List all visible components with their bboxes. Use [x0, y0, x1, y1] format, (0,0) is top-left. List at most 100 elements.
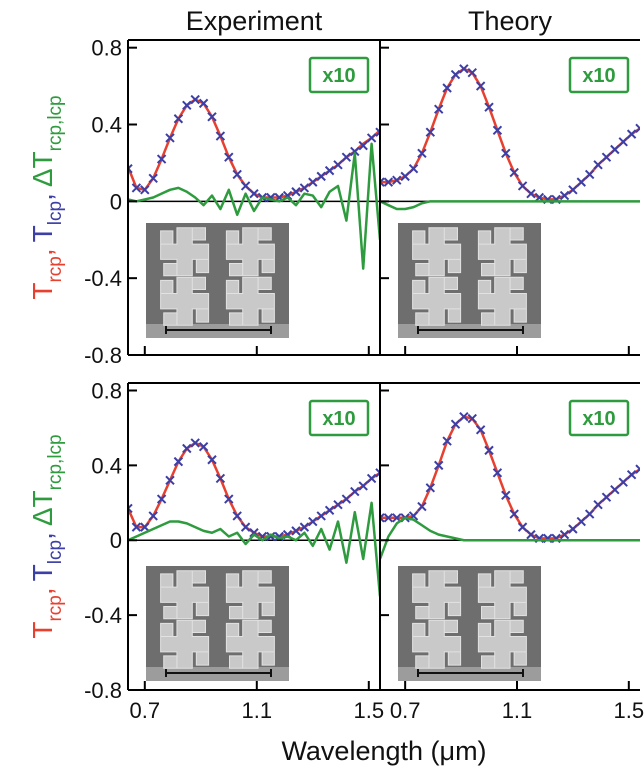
y-label-symbol: ΔT — [27, 151, 58, 187]
x-tick-label: 0.7 — [130, 698, 161, 723]
inset-shape — [413, 620, 461, 668]
plot-area — [124, 439, 384, 681]
inset-shape — [161, 277, 209, 325]
cross-marker — [342, 495, 350, 503]
cross-marker — [334, 501, 342, 509]
cross-marker — [628, 471, 636, 479]
cross-marker — [569, 186, 577, 194]
cross-marker — [317, 172, 325, 180]
y-tick-label: 0.8 — [91, 36, 122, 61]
inset-shape — [226, 620, 274, 668]
cross-marker — [309, 518, 317, 526]
cross-marker — [183, 101, 191, 109]
inset-shape — [478, 571, 526, 619]
column-title: Theory — [468, 6, 553, 36]
cross-marker — [368, 474, 376, 482]
column-title: Experiment — [186, 6, 323, 36]
annotation: x10 — [322, 65, 355, 87]
plot-area — [124, 96, 384, 338]
inset-shape — [413, 571, 461, 619]
y-label-subscript: rcp,lcp — [45, 434, 66, 490]
inset-shape — [226, 571, 274, 619]
y-label-separator: , — [27, 587, 58, 595]
cross-marker — [342, 153, 350, 161]
inset-shape — [413, 228, 461, 276]
inset-image — [146, 223, 289, 338]
x-tick-label: 0.7 — [390, 698, 421, 723]
inset-shape — [226, 277, 274, 325]
y-label-separator: , — [27, 532, 58, 540]
y-label-subscript: rcp — [45, 256, 66, 282]
cross-marker — [317, 512, 325, 520]
plot-area — [376, 65, 644, 338]
y-label-symbol: T — [27, 283, 58, 300]
y-axis-label: Trcp, Tlcp, ΔTrcp,lcp — [27, 434, 66, 638]
cross-marker — [309, 178, 317, 186]
cross-marker — [326, 167, 334, 175]
cross-marker — [326, 506, 334, 514]
y-tick-label: 0.4 — [91, 113, 122, 138]
annotation: x10 — [582, 408, 615, 430]
y-tick-label: 0 — [110, 528, 122, 553]
cross-marker — [619, 478, 627, 486]
cross-marker — [183, 445, 191, 453]
y-label-separator: , — [27, 248, 58, 256]
y-tick-label: 0.4 — [91, 453, 122, 478]
y-tick-label: 0.8 — [91, 378, 122, 403]
y-label-subscript: lcp — [45, 201, 66, 225]
cross-marker — [359, 482, 367, 490]
x-axis-label: Wavelength (μm) — [281, 736, 486, 766]
cross-marker — [569, 525, 577, 533]
cross-marker — [451, 71, 459, 79]
y-label-symbol: T — [27, 564, 58, 581]
cross-marker — [636, 465, 644, 473]
plot-area — [376, 413, 644, 681]
cross-marker — [351, 488, 359, 496]
cross-marker — [586, 510, 594, 518]
series-line — [380, 518, 640, 559]
y-axis-label: Trcp,Tlcp,ΔTrcp,lcp — [27, 95, 66, 299]
annotation: x10 — [322, 408, 355, 430]
inset-image — [398, 566, 541, 681]
x-tick-label: 1.1 — [242, 698, 273, 723]
cross-marker — [519, 182, 527, 190]
inset-shape — [478, 620, 526, 668]
cross-marker — [611, 486, 619, 494]
cross-marker — [611, 145, 619, 153]
y-tick-label: 0 — [110, 189, 122, 214]
figure: -0.8 -0.4 0 0.4 0.8 x10 Experiment Trcp, Tlcp, ΔT… — [0, 0, 644, 774]
cross-marker — [594, 501, 602, 509]
y-tick-label: -0.4 — [84, 266, 122, 291]
inset-shape — [226, 228, 274, 276]
inset-shape — [413, 277, 461, 325]
cross-marker — [619, 138, 627, 146]
x-tick-label: 1.5 — [614, 698, 644, 723]
inset-shape — [161, 228, 209, 276]
cross-marker — [636, 124, 644, 132]
cross-marker — [242, 182, 250, 190]
inset-shape — [161, 620, 209, 668]
inset-shape — [161, 571, 209, 619]
x-tick-label: 1.5 — [354, 698, 385, 723]
cross-marker — [368, 134, 376, 142]
cross-marker — [602, 493, 610, 501]
y-tick-label: -0.8 — [84, 343, 122, 368]
cross-marker — [594, 161, 602, 169]
cross-marker — [519, 523, 527, 531]
cross-marker — [577, 178, 585, 186]
y-label-subscript: lcp — [45, 540, 66, 564]
y-tick-label: -0.8 — [84, 678, 122, 703]
cross-marker — [410, 165, 418, 173]
y-label-subscript: rcp — [45, 595, 66, 621]
series-line — [128, 100, 380, 198]
cross-marker — [628, 130, 636, 138]
y-label-symbol: ΔT — [27, 490, 58, 526]
y-label-symbol: T — [27, 622, 58, 639]
cross-marker — [577, 518, 585, 526]
annotation: x10 — [582, 65, 615, 87]
cross-marker — [602, 153, 610, 161]
cross-marker — [242, 523, 250, 531]
cross-marker — [586, 170, 594, 178]
inset-image — [146, 566, 289, 681]
y-label-subscript: rcp,lcp — [45, 95, 66, 151]
